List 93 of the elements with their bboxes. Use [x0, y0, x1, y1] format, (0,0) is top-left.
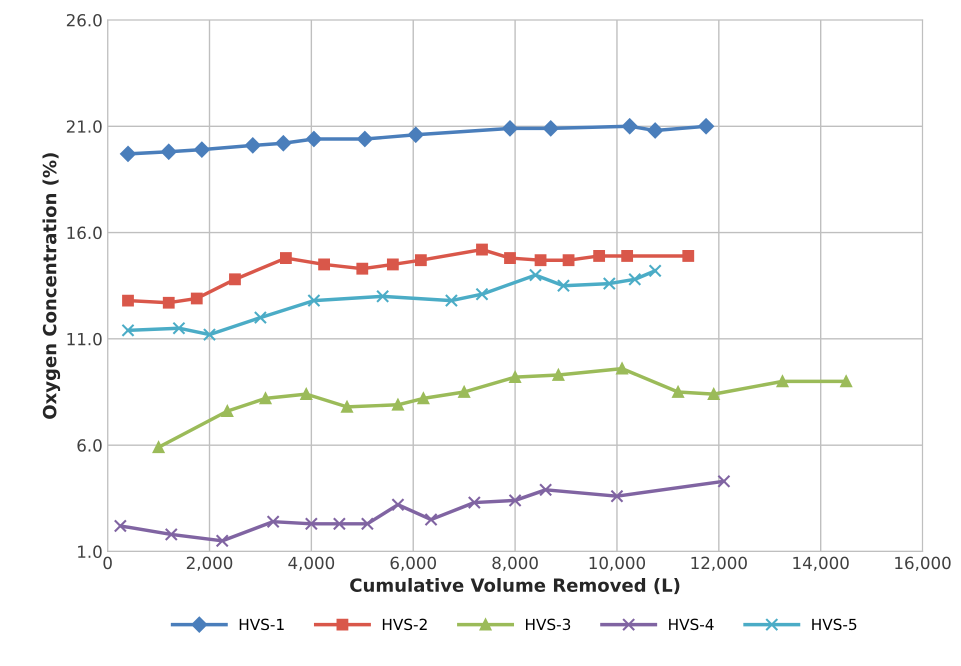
legend-label: HVS-4 — [669, 618, 714, 630]
point — [190, 292, 203, 304]
point — [216, 534, 229, 548]
point — [414, 254, 427, 266]
point — [476, 244, 488, 256]
point — [468, 496, 481, 510]
x-tick-label: 2,000 — [186, 556, 232, 571]
point — [244, 137, 261, 154]
legend-label: HVS-1 — [240, 618, 284, 630]
point — [444, 294, 458, 308]
legend-label: HVS-5 — [812, 618, 856, 630]
point — [307, 294, 321, 308]
point — [260, 392, 272, 404]
point — [408, 126, 424, 143]
point — [254, 311, 268, 324]
point — [616, 362, 628, 375]
point — [172, 322, 186, 335]
point — [360, 517, 374, 530]
point — [593, 250, 606, 262]
point — [266, 515, 280, 528]
y-axis-title: Oxygen Concentration (%) — [42, 153, 60, 419]
point — [552, 369, 564, 381]
point — [504, 252, 516, 264]
point — [542, 120, 559, 136]
y-tick-label: 21.0 — [66, 120, 102, 133]
y-tick-label: 16.0 — [67, 226, 102, 240]
point — [628, 272, 642, 286]
point — [502, 120, 518, 136]
point — [122, 294, 134, 306]
point — [840, 375, 852, 388]
point — [160, 144, 177, 160]
point — [332, 517, 346, 530]
point — [202, 328, 216, 342]
point — [221, 405, 234, 418]
y-tick-label: 1.0 — [78, 545, 102, 558]
point — [121, 324, 135, 337]
point — [391, 498, 405, 512]
legend-label: HVS-2 — [382, 618, 427, 630]
point — [458, 386, 470, 398]
point — [610, 490, 624, 503]
x-tick-label: 14,000 — [793, 556, 849, 571]
point — [356, 131, 373, 147]
point — [162, 296, 175, 309]
x-tick-label: 8,000 — [492, 556, 538, 571]
point — [621, 250, 634, 262]
point — [386, 258, 399, 270]
point — [534, 254, 546, 266]
point — [418, 392, 430, 404]
point — [509, 371, 521, 384]
point — [672, 386, 684, 398]
point — [556, 279, 570, 292]
y-tick-label: 6.0 — [77, 439, 102, 452]
point — [647, 122, 664, 138]
y-tick-label: 11.0 — [67, 332, 102, 346]
point — [475, 288, 489, 301]
x-tick-label: 6,000 — [390, 556, 436, 571]
point — [648, 264, 662, 278]
point — [682, 250, 694, 262]
x-tick-label: 0 — [103, 556, 112, 570]
x-tick-label: 16,000 — [895, 556, 951, 571]
point — [229, 273, 241, 286]
point — [164, 528, 178, 542]
x-tick-label: 12,000 — [692, 556, 747, 571]
point — [280, 252, 292, 264]
x-tick-label: 10,000 — [590, 556, 646, 571]
point — [528, 268, 542, 282]
point — [424, 512, 438, 526]
point — [776, 375, 788, 388]
point — [194, 142, 210, 158]
point — [275, 135, 292, 152]
x-tick-label: 4,000 — [288, 556, 334, 571]
point — [376, 290, 390, 303]
point — [508, 494, 522, 508]
point — [152, 441, 164, 454]
y-tick-label: 26.0 — [66, 14, 102, 27]
point — [306, 131, 322, 147]
point — [539, 483, 552, 496]
legend-label: HVS-3 — [526, 618, 570, 630]
point — [392, 398, 404, 411]
point — [341, 400, 353, 413]
point — [304, 517, 318, 530]
point — [318, 258, 330, 270]
point — [562, 254, 574, 266]
point — [114, 519, 127, 533]
point — [708, 388, 720, 400]
point — [717, 474, 731, 488]
x-axis-title: Cumulative Volume Removed (L) — [350, 578, 680, 594]
point — [622, 118, 638, 134]
point — [356, 262, 368, 275]
point — [602, 276, 616, 290]
point — [698, 118, 714, 134]
point — [120, 146, 136, 162]
point — [300, 388, 312, 400]
